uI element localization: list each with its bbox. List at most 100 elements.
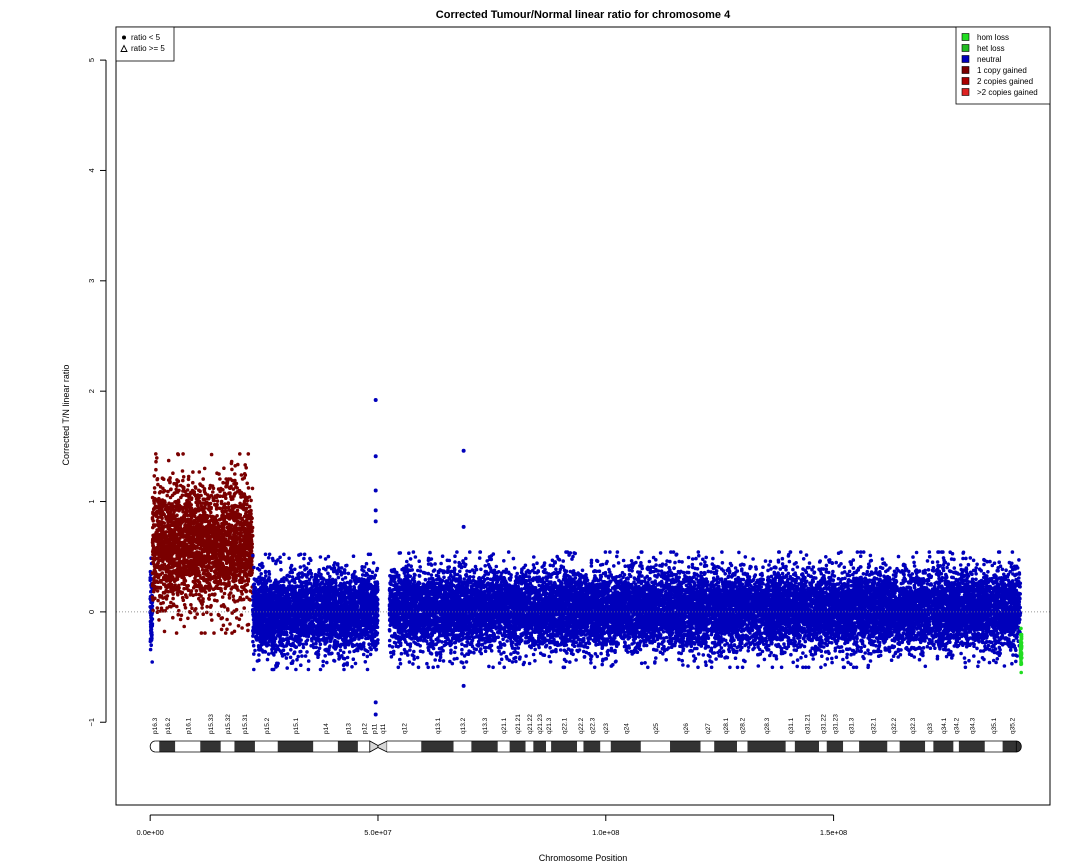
x-tick-label: 0.0e+00 xyxy=(137,828,164,837)
state-legend-label: >2 copies gained xyxy=(977,88,1038,97)
legend-circle-symbol xyxy=(122,35,126,40)
x-tick-label: 5.0e+07 xyxy=(364,828,391,837)
ideogram-band-label: p13 xyxy=(345,723,352,734)
ideogram-band-label: p15.1 xyxy=(293,717,300,734)
x-axis-label: Chromosome Position xyxy=(539,853,628,863)
x-tick-label: 1.5e+08 xyxy=(820,828,847,837)
ideogram-band-label: q31.23 xyxy=(832,714,839,734)
segment-points-neutral xyxy=(250,552,380,672)
ideogram-band-label: q31.21 xyxy=(804,714,811,734)
ideogram-band-label: q13.1 xyxy=(435,717,442,734)
ideogram-band-q22.3 xyxy=(583,741,601,753)
ideogram-band-label: q22.1 xyxy=(562,717,569,734)
segment-points-neutral xyxy=(387,550,1023,670)
y-tick-label: 5 xyxy=(87,58,96,62)
y-tick-label: 1 xyxy=(87,499,96,503)
ideogram-band-label: q34.2 xyxy=(954,717,961,734)
outlier-point xyxy=(373,712,378,717)
ideogram-band-q27 xyxy=(700,741,715,753)
state-legend-box xyxy=(955,26,1051,105)
ideogram-band-q33 xyxy=(925,741,934,753)
ideogram-band-q31.3 xyxy=(843,741,860,753)
ideogram-p-telomere xyxy=(149,740,156,753)
ideogram-band-label: p15.33 xyxy=(208,714,215,734)
ideogram-band-q12 xyxy=(387,741,422,753)
legend-swatch xyxy=(961,44,970,52)
state-legend-label: 1 copy gained xyxy=(977,66,1027,75)
ideogram-band-q31.1 xyxy=(785,741,795,753)
ideogram-band-q25 xyxy=(640,741,671,753)
ideogram-band-label: q27 xyxy=(705,723,712,734)
y-axis-label: Corrected T/N linear ratio xyxy=(61,365,71,466)
legend-swatch xyxy=(961,77,970,85)
ideogram-band-label: p14 xyxy=(323,723,330,734)
ideogram-band-label: q13.2 xyxy=(460,717,467,734)
ideogram-band-p16.3 xyxy=(155,741,160,753)
ideogram-band-label: p11 xyxy=(371,723,378,734)
ideogram-band-label: q25 xyxy=(653,723,660,734)
legend-swatch xyxy=(961,55,970,63)
ideogram-band-p16.2 xyxy=(159,741,176,753)
ideogram-band-q35.1 xyxy=(984,741,1003,753)
y-tick-label: −1 xyxy=(87,718,96,727)
ideogram-band-q34.3 xyxy=(958,741,985,753)
ideogram-band-label: q31.3 xyxy=(849,717,856,734)
y-tick-label: 0 xyxy=(87,610,96,614)
segment-points-hom-loss xyxy=(1018,626,1024,675)
ideogram-band-label: q13.3 xyxy=(482,717,489,734)
y-tick-label: 3 xyxy=(87,279,96,283)
ideogram-band-label: q31.1 xyxy=(788,717,795,734)
ideogram-band-q35.2 xyxy=(1002,741,1017,753)
ideogram-band-p15.1 xyxy=(277,741,314,753)
ideogram-band-q32.2 xyxy=(887,741,900,753)
plot-frame xyxy=(115,26,1051,806)
ideogram-band-q31.23 xyxy=(826,741,844,753)
ideogram-band-label: q22.3 xyxy=(589,717,596,734)
outlier-point xyxy=(373,519,378,524)
shape-legend-box xyxy=(115,26,175,62)
state-legend-label: het loss xyxy=(977,44,1005,53)
outlier-point xyxy=(373,508,378,513)
ideogram-band-q24 xyxy=(610,741,641,753)
ideogram-band-label: q21.23 xyxy=(537,714,544,734)
legend-swatch xyxy=(961,88,970,96)
ideogram-band-p15.32 xyxy=(220,741,235,753)
y-tick-label: 2 xyxy=(87,389,96,393)
ideogram-band-q32.1 xyxy=(859,741,888,753)
ideogram-band-label: q28.2 xyxy=(740,717,747,734)
legend-swatch xyxy=(961,33,970,41)
ideogram-band-q21.22 xyxy=(525,741,534,753)
data-points-layer xyxy=(148,397,1024,717)
ideogram-band-q28.3 xyxy=(747,741,786,753)
outlier-point xyxy=(373,454,378,459)
outlier-point xyxy=(373,700,378,705)
ideogram-band-label: q21.21 xyxy=(515,714,522,734)
ideogram-band-p16.1 xyxy=(175,741,201,753)
ideogram-band-p15.33 xyxy=(200,741,221,753)
ideogram-band-q13.3 xyxy=(471,741,498,753)
ideogram-band-label: p12 xyxy=(361,723,368,734)
ideogram-band-p15.2 xyxy=(254,741,278,753)
ideogram-band-label: q34.1 xyxy=(941,717,948,734)
ideogram-band-p12 xyxy=(357,741,370,753)
ideogram-band-q28.2 xyxy=(736,741,748,753)
ideogram-band-label: q24 xyxy=(623,723,630,734)
ideogram-band-label: q35.1 xyxy=(991,717,998,734)
outlier-point xyxy=(373,397,378,402)
ideogram-band-label: q26 xyxy=(683,723,690,734)
state-legend: hom loss het loss neutral 1 copy gained 2 co… xyxy=(955,26,1051,105)
ideogram-band-label: q32.3 xyxy=(910,717,917,734)
ideogram-band-label: q21.1 xyxy=(501,717,508,734)
ideogram-band-q23 xyxy=(600,741,611,753)
ideogram-band-q28.1 xyxy=(714,741,737,753)
ideogram-band-label: q35.2 xyxy=(1009,717,1016,734)
state-legend-label: 2 copies gained xyxy=(977,77,1033,86)
ideogram-band-q31.21 xyxy=(794,741,820,753)
outlier-point xyxy=(461,448,466,453)
ideogram-band-q22.2 xyxy=(577,741,584,753)
shape-legend: ratio < 5 ratio >= 5 xyxy=(115,26,175,62)
ideogram-band-label: q33 xyxy=(927,723,934,734)
outlier-point xyxy=(373,488,378,493)
ideogram-band-label: p15.32 xyxy=(225,714,232,734)
